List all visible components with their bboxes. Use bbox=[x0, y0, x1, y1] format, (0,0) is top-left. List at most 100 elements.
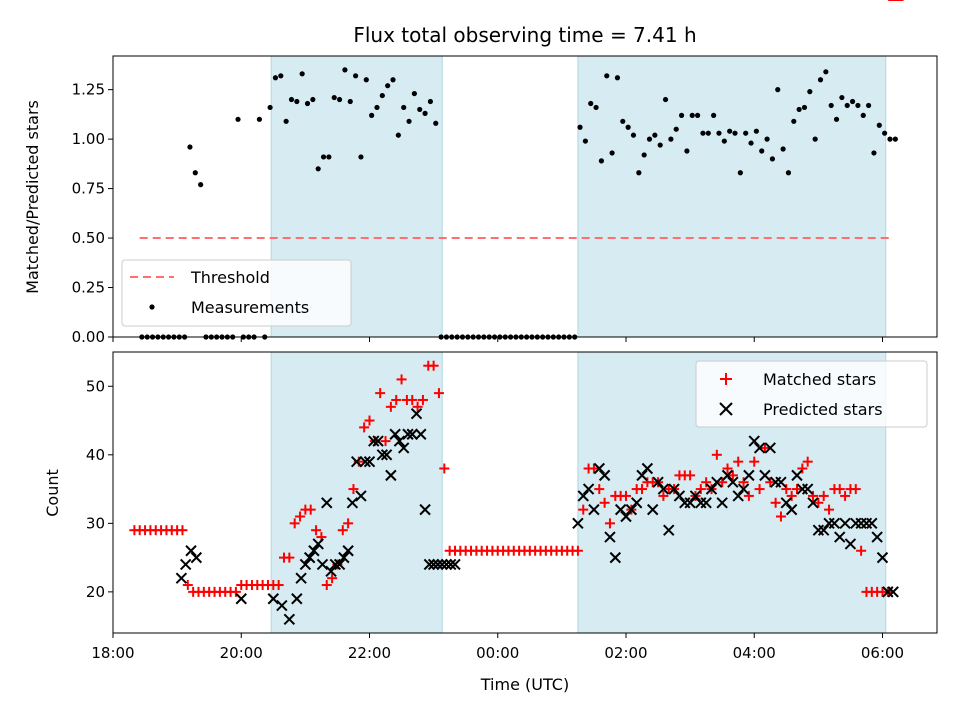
measurement-point bbox=[187, 144, 193, 150]
measurement-point bbox=[828, 102, 834, 109]
predicted-star-point bbox=[380, 449, 393, 461]
predicted-star-point bbox=[316, 558, 329, 571]
predicted-x-b bbox=[689, 490, 702, 502]
predicted-star-point bbox=[647, 503, 659, 516]
measurement-point bbox=[278, 73, 284, 79]
measurement-point bbox=[684, 148, 690, 154]
matched-star-point bbox=[770, 497, 781, 508]
predicted-star-point bbox=[689, 490, 702, 502]
observing-window-2 bbox=[577, 55, 887, 338]
matched-star-point bbox=[637, 484, 648, 495]
measurement-point bbox=[315, 166, 321, 172]
predicted-star-point bbox=[652, 476, 664, 488]
predicted-x-b bbox=[449, 558, 461, 571]
predicted-x-b bbox=[828, 517, 841, 530]
matched-star-point bbox=[797, 463, 808, 474]
predicted-star-point bbox=[748, 435, 760, 447]
matched-star-point bbox=[385, 401, 396, 412]
bottom-y-ticks: 20 30 40 50 bbox=[86, 377, 113, 601]
matched-star-point bbox=[733, 456, 744, 467]
measurement-point bbox=[235, 116, 241, 122]
predicted-star-point bbox=[791, 469, 803, 482]
measurement-point bbox=[700, 130, 706, 136]
top-y-tick-label-3: 0.75 bbox=[72, 180, 105, 198]
matched-star-point bbox=[695, 484, 706, 495]
predicted-star-point bbox=[593, 462, 605, 475]
predicted-x-b bbox=[179, 558, 192, 571]
predicted-x-b bbox=[668, 483, 680, 495]
measurement-point bbox=[801, 104, 808, 111]
measurement-point bbox=[695, 112, 701, 118]
predicted-x-b bbox=[785, 503, 798, 516]
predicted-x-b bbox=[759, 469, 771, 482]
predicted-star-point bbox=[338, 551, 350, 564]
predicted-star-point bbox=[321, 497, 333, 509]
measurement-point bbox=[198, 182, 204, 188]
measurement-point bbox=[331, 94, 337, 101]
predicted-star-point bbox=[700, 497, 712, 509]
matched-star-point bbox=[578, 504, 589, 515]
predicted-star-point bbox=[801, 483, 814, 495]
x-tick-label-0: 18:00 bbox=[91, 644, 134, 662]
predicted-star-point bbox=[876, 551, 889, 564]
matched-star-point bbox=[599, 497, 610, 508]
predicted-star-point bbox=[393, 435, 406, 447]
predicted-x-b bbox=[432, 558, 444, 571]
top-panel: 0.00 0.25 0.50 0.75 1.00 1.25 Matched/Predict… bbox=[23, 55, 938, 346]
bottom-axes-frame bbox=[112, 351, 938, 634]
measurement-point bbox=[871, 150, 877, 156]
matched-star-point bbox=[311, 525, 322, 536]
predicted-x-b bbox=[721, 469, 734, 482]
predicted-x-b bbox=[582, 483, 595, 495]
matched-star-point bbox=[588, 463, 599, 474]
predicted-x-b bbox=[614, 503, 627, 516]
measurement-point bbox=[796, 106, 802, 113]
measurement-point bbox=[390, 77, 396, 83]
measurement-point bbox=[385, 83, 391, 89]
predicted-x-b bbox=[368, 435, 380, 447]
matched-legend-label: Matched stars bbox=[763, 370, 876, 389]
predicted-star-point bbox=[406, 428, 418, 440]
predicted-x-b bbox=[338, 551, 350, 564]
predicted-x-b bbox=[376, 449, 389, 461]
x-tick-label-5: 04:00 bbox=[733, 644, 776, 662]
matched-star-point bbox=[375, 388, 386, 399]
matched-star-point bbox=[284, 552, 295, 563]
measurement-point bbox=[336, 96, 343, 103]
predicted-star-point bbox=[887, 586, 899, 598]
measurement-point bbox=[652, 132, 658, 138]
top-y-axis-label: Matched/Predicted stars bbox=[23, 100, 42, 294]
measurement-point bbox=[433, 120, 439, 126]
predicted-x-b bbox=[743, 469, 755, 482]
top-y-tick-label-5: 1.25 bbox=[72, 81, 105, 99]
measurement-point bbox=[582, 138, 588, 144]
measurement-point bbox=[833, 116, 840, 122]
matched-star-point bbox=[701, 477, 712, 488]
predicted-star-point bbox=[663, 524, 675, 536]
matched-star-point bbox=[856, 545, 867, 556]
measurement-point bbox=[363, 77, 369, 83]
measurements-legend-swatch bbox=[149, 304, 155, 310]
matched-star-point bbox=[380, 436, 391, 447]
predicted-x-b bbox=[308, 545, 320, 557]
matched-star-point bbox=[775, 511, 786, 522]
predicted-x-b bbox=[406, 428, 418, 440]
measurement-point bbox=[417, 106, 423, 113]
measurement-point bbox=[849, 98, 856, 105]
predicted-x-b bbox=[753, 442, 766, 454]
x-tick-label-4: 02:00 bbox=[604, 644, 647, 662]
predicted-star-point bbox=[355, 490, 367, 502]
matched-star-point bbox=[182, 580, 193, 591]
predicted-star-point bbox=[312, 538, 324, 550]
predicted-x-b bbox=[415, 428, 427, 440]
predicted-x-b bbox=[295, 572, 307, 584]
top-y-tick-label-1: 0.25 bbox=[72, 279, 105, 297]
matched-star-point bbox=[417, 394, 428, 405]
matched-star-point bbox=[802, 456, 813, 467]
matched-star-point bbox=[289, 518, 300, 529]
predicted-x-b bbox=[572, 517, 584, 530]
measurement-point bbox=[577, 124, 583, 130]
matched-star-point bbox=[407, 394, 418, 405]
predicted-x-b bbox=[291, 593, 303, 605]
